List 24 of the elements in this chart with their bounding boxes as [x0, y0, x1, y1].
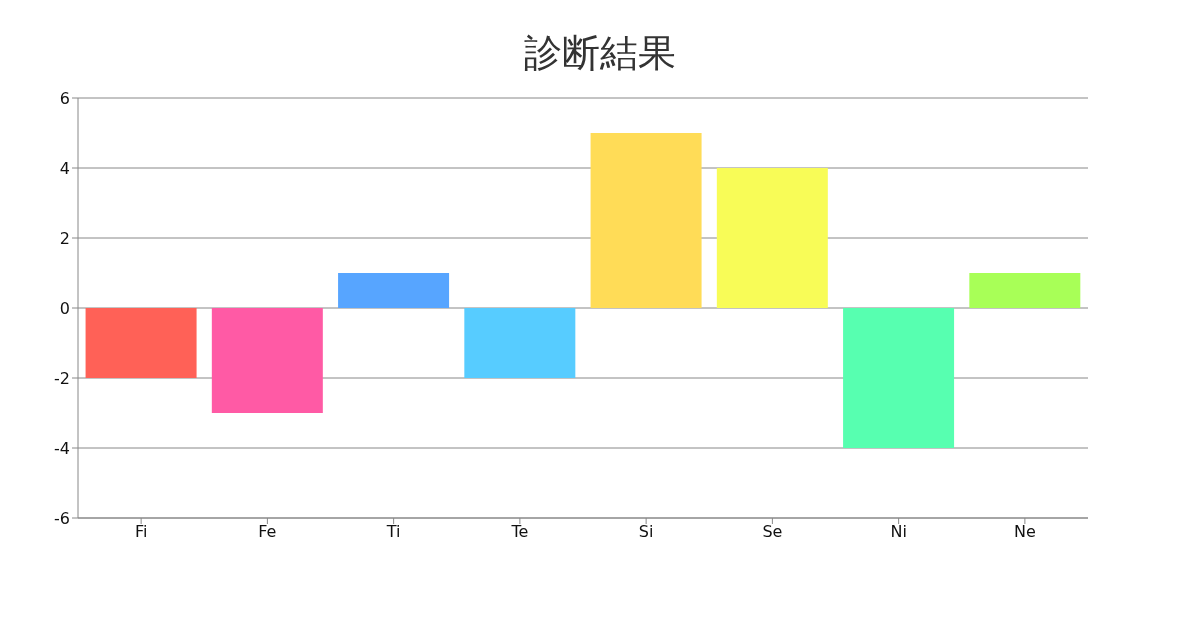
- y-tick-label: -6: [54, 508, 70, 528]
- bar: [338, 273, 450, 308]
- y-tick-label: -2: [54, 368, 70, 388]
- x-tick-label: Ni: [890, 522, 907, 542]
- x-tick-label: Si: [638, 522, 654, 542]
- bar: [85, 308, 197, 378]
- x-tick-label: Fi: [134, 522, 148, 542]
- y-tick-label: 4: [59, 158, 70, 178]
- chart-title: 診断結果: [523, 30, 677, 77]
- y-tick-label: -4: [54, 438, 70, 458]
- bar: [969, 273, 1081, 308]
- y-tick-label: 2: [59, 228, 70, 248]
- bar: [716, 168, 828, 308]
- x-tick-label: Ne: [1013, 522, 1036, 542]
- x-tick-label: Ti: [385, 522, 401, 542]
- bar: [590, 133, 702, 308]
- x-tick-label: Se: [762, 522, 783, 542]
- bar: [211, 308, 323, 413]
- y-tick-label: 0: [59, 298, 70, 318]
- bar: [464, 308, 576, 378]
- y-tick-label: 6: [59, 88, 70, 108]
- x-tick-label: Fe: [258, 522, 277, 542]
- x-tick-label: Te: [510, 522, 529, 542]
- bar: [843, 308, 955, 448]
